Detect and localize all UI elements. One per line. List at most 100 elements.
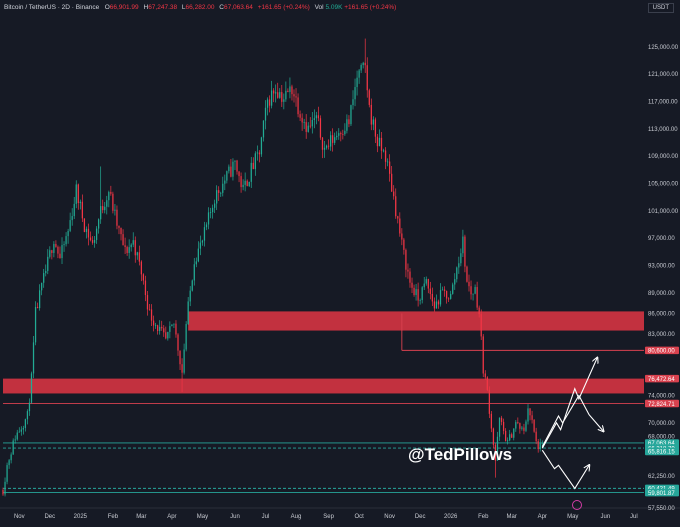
candle-body: [270, 90, 273, 106]
price-tag-label: 59,801.87: [648, 491, 675, 497]
y-tick-label: 83,000.00: [648, 332, 675, 338]
candle-body: [98, 219, 100, 229]
open-value: 66,901.99: [109, 4, 139, 11]
x-tick-label: May: [197, 514, 208, 520]
candle-body: [325, 145, 328, 148]
candle-body: [14, 439, 16, 441]
candle-body: [287, 90, 289, 92]
candle-body: [401, 233, 403, 240]
scenario-arrow-range: [541, 394, 603, 448]
candle-body: [527, 408, 529, 422]
candle-body: [319, 118, 322, 138]
candle-body: [513, 428, 515, 438]
price-axis-panel: [644, 0, 680, 522]
candle-body: [541, 442, 543, 444]
candle-body: [10, 454, 12, 461]
change-value: +161.65 (+0.24%): [257, 4, 310, 11]
candle-body: [289, 86, 291, 92]
candle-body: [378, 137, 381, 147]
candle-body: [458, 263, 460, 268]
candle-body: [41, 282, 43, 291]
candle-body: [250, 162, 252, 182]
y-tick-label: 57,550.00: [648, 506, 675, 512]
candle-body: [283, 99, 285, 102]
candle-body: [419, 300, 421, 301]
candle-body: [281, 92, 283, 102]
candle-body: [177, 334, 179, 351]
candle-body: [65, 236, 67, 245]
candle-body: [81, 201, 83, 219]
candle-body: [511, 434, 513, 438]
candle-body: [303, 122, 305, 123]
candle-body: [264, 107, 267, 121]
candle-body: [193, 264, 195, 281]
candle-body: [443, 289, 446, 291]
price-tag-box: [645, 346, 679, 355]
candle-body: [254, 153, 256, 170]
candle-body: [134, 240, 136, 256]
candle-body: [482, 336, 484, 374]
candle-body: [175, 323, 177, 335]
candle-body: [12, 440, 14, 455]
currency-selector[interactable]: USDT: [647, 3, 674, 13]
candle-body: [368, 90, 370, 105]
candle-body: [246, 180, 248, 187]
candle-body: [386, 161, 389, 163]
candle-body: [452, 284, 454, 294]
candle-body: [102, 206, 104, 211]
candle-body: [128, 247, 130, 253]
y-tick-label: 93,000.00: [648, 264, 675, 270]
candle-body: [165, 332, 167, 339]
candle-body: [411, 282, 413, 288]
candle-body: [344, 130, 346, 135]
candle-body: [207, 212, 210, 225]
candle-body: [332, 135, 334, 143]
candle-body: [490, 413, 493, 429]
candle-body: [260, 137, 263, 155]
candle-body: [275, 92, 277, 94]
candle-body: [169, 326, 171, 332]
price-tag-box: [645, 374, 679, 383]
candle-body: [59, 253, 61, 259]
candle-body: [256, 152, 258, 154]
candle-body: [242, 184, 244, 188]
candle-body: [273, 90, 275, 94]
candle-body: [209, 212, 212, 213]
candle-body: [311, 119, 313, 127]
x-tick-label: Feb: [478, 514, 489, 520]
candle-body: [161, 326, 163, 329]
candle-body: [474, 287, 476, 294]
candle-body: [197, 248, 199, 262]
x-tick-label: Apr: [538, 514, 547, 520]
candle-body: [49, 250, 51, 257]
candle-body: [36, 306, 39, 309]
candle-body: [427, 279, 429, 289]
open-label: O: [104, 4, 110, 11]
candle-body: [309, 125, 311, 127]
candle-body: [421, 287, 423, 301]
candle-body: [4, 481, 6, 495]
x-tick-label: Aug: [291, 514, 302, 520]
candle-body: [397, 216, 399, 219]
candle-body: [150, 309, 153, 321]
candles-group: [2, 38, 543, 497]
x-tick-label: Jul: [262, 514, 270, 520]
candle-body: [415, 289, 417, 295]
x-tick-label: Sep: [323, 514, 334, 520]
candle-body: [403, 239, 405, 250]
time-axis-ticks: Nov Dec 2025 Feb Mar Apr May Jun Jul Aug Sep Oct Nov…: [14, 514, 638, 520]
candle-body: [262, 120, 265, 138]
candle-body: [77, 184, 79, 204]
candle-body: [338, 133, 340, 136]
candle-body: [466, 266, 468, 282]
candle-body: [26, 411, 29, 420]
candle-body: [114, 209, 116, 211]
candle-body: [236, 160, 238, 172]
candle-body: [157, 325, 159, 331]
volume-change: +161.65 (+0.24%): [344, 4, 397, 11]
candle-body: [299, 114, 301, 118]
candle-body: [519, 423, 521, 429]
low-label: L: [181, 4, 186, 11]
candle-body: [61, 245, 63, 259]
candle-body: [67, 230, 69, 237]
